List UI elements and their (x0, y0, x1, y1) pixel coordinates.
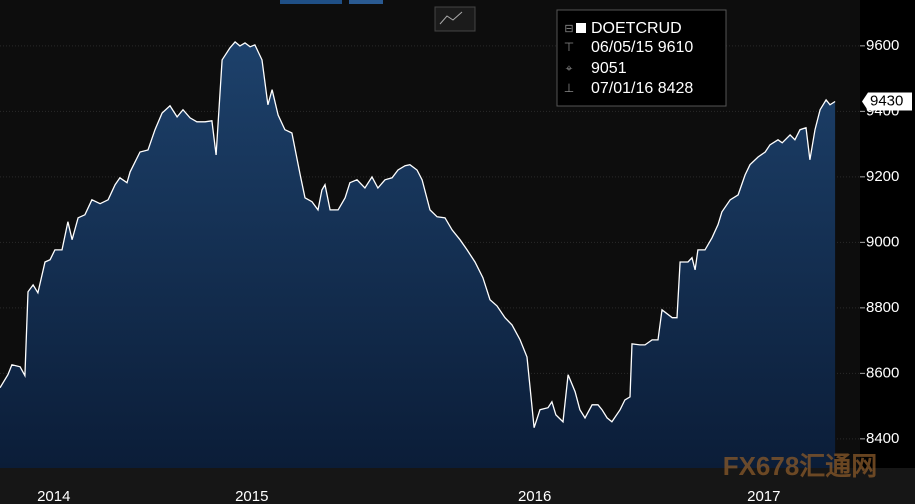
legend-low: 07/01/16 8428 (591, 80, 693, 97)
line (0, 40, 836, 428)
legend-icon: ⊟ (564, 23, 573, 35)
area (0, 41, 836, 469)
y-tick-label: 9000 (866, 233, 899, 250)
legend-average: 9051 (591, 60, 627, 77)
last-value-pointer (862, 92, 912, 111)
legend-swatch (576, 23, 586, 33)
x-tick-label: 2017 (747, 488, 780, 504)
toolbar-tab[interactable] (349, 0, 383, 4)
legend-icon: ⊤ (564, 40, 574, 54)
last-value-label: 9430 (870, 92, 903, 109)
y-tick-label: 8800 (866, 299, 899, 316)
legend-icon: ⌖ (566, 61, 573, 75)
y-tick-label: 8400 (866, 430, 899, 447)
legend-high: 06/05/15 9610 (591, 39, 693, 56)
toolbar-tab[interactable] (280, 0, 342, 4)
watermark: FX678汇通网 (723, 451, 878, 481)
y-tick-label: 8600 (866, 364, 899, 381)
y-tick-label: 9200 (866, 168, 899, 185)
x-tick-label: 2014 (37, 488, 70, 504)
legend-title: DOETCRUD (591, 20, 682, 37)
legend: DOETCRUD 06/05/15 9610 9051 07/01/16 842… (556, 9, 727, 107)
chart-type-button[interactable] (434, 6, 476, 32)
x-tick-label: 2016 (518, 488, 551, 504)
chart-type-icon (439, 11, 463, 25)
x-axis-band (0, 468, 915, 504)
x-tick-label: 2015 (235, 488, 268, 504)
y-tick-label: 9600 (866, 37, 899, 54)
legend-icon: ⊥ (564, 81, 574, 95)
